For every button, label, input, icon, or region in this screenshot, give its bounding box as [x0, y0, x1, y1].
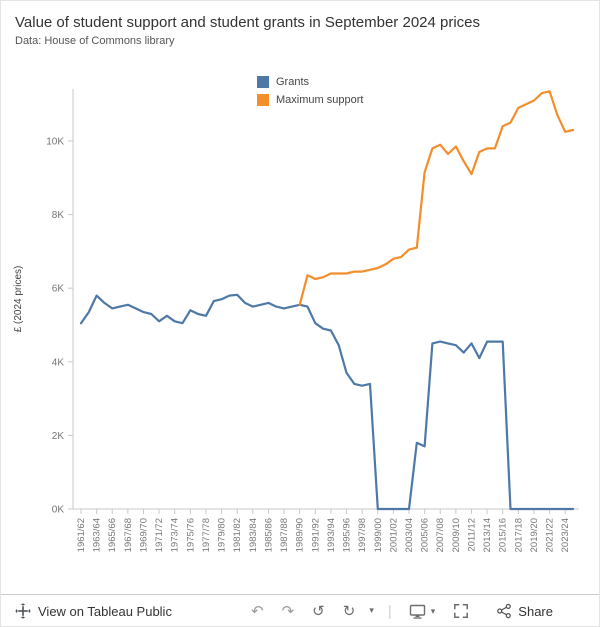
legend: Grants Maximum support	[257, 73, 363, 109]
svg-text:1961/62: 1961/62	[76, 518, 87, 552]
svg-text:2011/12: 2011/12	[466, 518, 477, 552]
share-button[interactable]: Share	[492, 600, 557, 622]
legend-label-maximum-support: Maximum support	[276, 94, 364, 106]
svg-text:2023/24: 2023/24	[560, 518, 571, 552]
svg-text:2003/04: 2003/04	[404, 518, 415, 552]
svg-text:1989/90: 1989/90	[295, 518, 306, 552]
chart-header: Value of student support and student gra…	[1, 1, 599, 57]
line-chart[interactable]: 0K 2K 4K 6K 8K 10K 1961/62 1963/64 1965/66 1967/6…	[1, 57, 600, 594]
page-subtitle: Data: House of Commons library	[15, 35, 175, 47]
svg-text:6K: 6K	[52, 284, 65, 295]
share-icon	[497, 603, 512, 619]
refresh-button[interactable]: ↻	[337, 601, 362, 622]
svg-text:2009/10: 2009/10	[451, 518, 462, 552]
svg-text:1975/76: 1975/76	[185, 518, 196, 552]
toolbar-more-button[interactable]: ▾	[367, 604, 376, 619]
svg-text:2001/02: 2001/02	[388, 518, 399, 552]
svg-text:£ (2024 prices): £ (2024 prices)	[13, 266, 24, 333]
view-on-tableau-label: View on Tableau Public	[38, 603, 172, 619]
fullscreen-button[interactable]	[448, 600, 474, 622]
svg-text:1963/64: 1963/64	[92, 518, 103, 552]
svg-text:1979/80: 1979/80	[217, 518, 228, 552]
svg-text:2005/06: 2005/06	[420, 518, 431, 552]
svg-text:1987/88: 1987/88	[279, 518, 290, 552]
share-label: Share	[518, 603, 553, 619]
tableau-logo-icon	[15, 603, 31, 619]
svg-text:1999/00: 1999/00	[373, 518, 384, 552]
svg-text:2019/20: 2019/20	[529, 518, 540, 552]
svg-text:1993/94: 1993/94	[326, 518, 337, 552]
svg-text:10K: 10K	[46, 137, 64, 148]
toolbar-icons: ↶ ↷ ↺ ↻ ▾ | ▾	[245, 600, 474, 623]
undo-button[interactable]: ↶	[245, 601, 270, 622]
svg-text:2017/18: 2017/18	[513, 518, 524, 552]
svg-text:0K: 0K	[52, 505, 65, 516]
svg-text:2021/22: 2021/22	[545, 518, 556, 552]
chevron-down-icon: ▾	[369, 605, 374, 616]
download-button[interactable]: ▾	[404, 600, 443, 623]
redo-button[interactable]: ↷	[276, 601, 301, 622]
tableau-toolbar: View on Tableau Public ↶ ↷ ↺ ↻ ▾ | ▾	[1, 594, 599, 626]
legend-item-maximum-support[interactable]: Maximum support	[257, 91, 363, 109]
legend-label-grants: Grants	[276, 76, 310, 88]
legend-item-grants[interactable]: Grants	[257, 73, 363, 91]
page-title: Value of student support and student gra…	[15, 14, 481, 31]
view-on-tableau-link[interactable]: View on Tableau Public	[15, 603, 172, 619]
fullscreen-icon	[454, 604, 469, 618]
svg-text:2007/08: 2007/08	[435, 518, 446, 552]
svg-text:1965/66: 1965/66	[107, 518, 118, 552]
svg-text:4K: 4K	[52, 357, 65, 368]
svg-text:1967/68: 1967/68	[123, 518, 134, 552]
replay-button[interactable]: ↺	[306, 601, 331, 622]
svg-text:8K: 8K	[52, 210, 65, 221]
svg-text:1971/72: 1971/72	[154, 518, 165, 552]
chart-area: 0K 2K 4K 6K 8K 10K 1961/62 1963/64 1965/66 1967/6…	[1, 57, 599, 594]
svg-text:1973/74: 1973/74	[170, 518, 181, 552]
chevron-down-icon: ▾	[430, 605, 436, 616]
refresh-icon: ↻	[342, 601, 356, 620]
grants-swatch-icon	[257, 76, 269, 88]
svg-text:1991/92: 1991/92	[310, 518, 321, 552]
undo-icon: ↶	[251, 601, 264, 620]
svg-text:1997/98: 1997/98	[357, 518, 368, 552]
svg-text:1977/78: 1977/78	[201, 518, 212, 552]
replay-icon: ↺	[312, 601, 325, 620]
svg-text:2K: 2K	[52, 431, 65, 442]
svg-text:1995/96: 1995/96	[342, 518, 353, 552]
svg-text:2015/16: 2015/16	[498, 518, 509, 552]
svg-text:2013/14: 2013/14	[482, 518, 493, 552]
svg-text:1981/82: 1981/82	[232, 518, 243, 552]
svg-text:1985/86: 1985/86	[263, 518, 274, 552]
monitor-icon	[409, 604, 425, 619]
maximum-support-swatch-icon	[257, 94, 269, 106]
svg-text:1983/84: 1983/84	[248, 518, 259, 552]
svg-text:1969/70: 1969/70	[138, 518, 149, 552]
redo-icon: ↷	[281, 601, 295, 620]
toolbar-divider: |	[387, 602, 392, 620]
